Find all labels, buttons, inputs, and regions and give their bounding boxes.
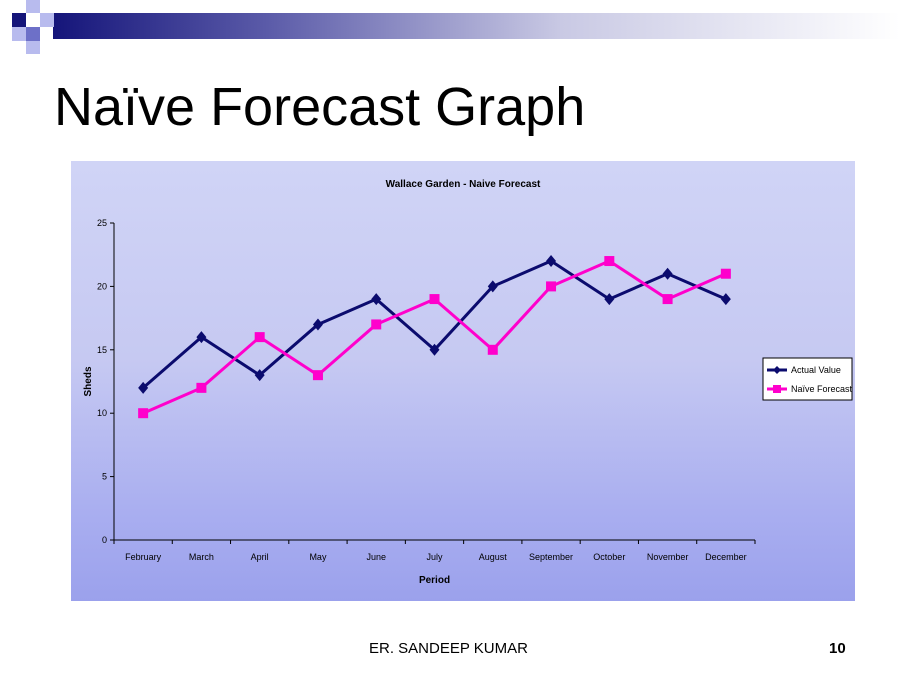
y-tick-label: 25 — [97, 218, 107, 228]
legend-label: Actual Value — [791, 365, 841, 375]
footer-author: ER. SANDEEP KUMAR — [369, 640, 528, 657]
data-point-forecast — [487, 344, 498, 355]
y-tick-label: 15 — [97, 345, 107, 355]
data-point-actual — [312, 318, 323, 331]
y-tick-label: 10 — [97, 408, 107, 418]
data-point-actual — [138, 381, 149, 394]
data-point-forecast — [312, 370, 323, 381]
legend-label: Naïve Forecast — [791, 384, 853, 394]
deco-bar — [53, 13, 900, 39]
data-point-forecast — [662, 294, 673, 305]
chart-title: Wallace Garden - Naive Forecast — [386, 179, 541, 190]
deco-square-light — [40, 13, 54, 27]
data-point-forecast — [371, 319, 382, 330]
deco-square-light — [26, 0, 40, 13]
data-point-forecast — [546, 281, 557, 292]
data-point-actual — [371, 293, 382, 306]
x-tick-label: August — [479, 552, 508, 562]
data-point-forecast — [254, 332, 265, 343]
data-point-forecast — [138, 408, 149, 419]
data-point-actual — [604, 293, 615, 306]
deco-square-mid — [26, 27, 40, 41]
data-point-actual — [429, 343, 440, 356]
deco-square-light — [26, 41, 40, 54]
x-tick-label: February — [125, 552, 162, 562]
series-line-1 — [142, 259, 727, 415]
slide-title: Naïve Forecast Graph — [54, 77, 586, 137]
x-tick-label: November — [647, 552, 689, 562]
legend-marker — [773, 366, 781, 374]
x-tick-label: December — [705, 552, 747, 562]
data-point-forecast — [720, 268, 731, 279]
data-point-forecast — [604, 256, 615, 267]
data-point-actual — [546, 255, 557, 268]
y-tick-label: 20 — [97, 281, 107, 291]
chart-svg: Wallace Garden - Naive Forecast 0 5 10 15 20 2… — [83, 179, 853, 586]
y-axis-label: Sheds — [83, 366, 94, 396]
data-point-actual — [720, 293, 731, 306]
x-tick-label: July — [426, 552, 443, 562]
x-axis-label: Period — [419, 575, 450, 586]
y-tick-label: 0 — [102, 535, 107, 545]
x-tick-label: May — [309, 552, 327, 562]
page-number: 10 — [829, 640, 846, 657]
x-tick-label: September — [529, 552, 573, 562]
data-point-forecast — [196, 382, 207, 393]
x-tick-label: June — [366, 552, 386, 562]
data-point-actual — [254, 369, 265, 382]
header-decoration — [12, 0, 900, 54]
deco-square-light — [12, 27, 26, 41]
y-tick-label: 5 — [102, 472, 107, 482]
chart-area: Wallace Garden - Naive Forecast 0 5 10 15 20 2… — [71, 161, 855, 601]
legend-marker — [773, 385, 781, 393]
data-point-actual — [487, 280, 498, 293]
x-tick-label: October — [593, 552, 625, 562]
deco-square-dark — [12, 13, 26, 27]
data-point-actual — [196, 331, 207, 344]
x-tick-label: April — [251, 552, 269, 562]
x-tick-label: March — [189, 552, 214, 562]
data-point-forecast — [429, 294, 440, 305]
data-point-actual — [662, 267, 673, 280]
